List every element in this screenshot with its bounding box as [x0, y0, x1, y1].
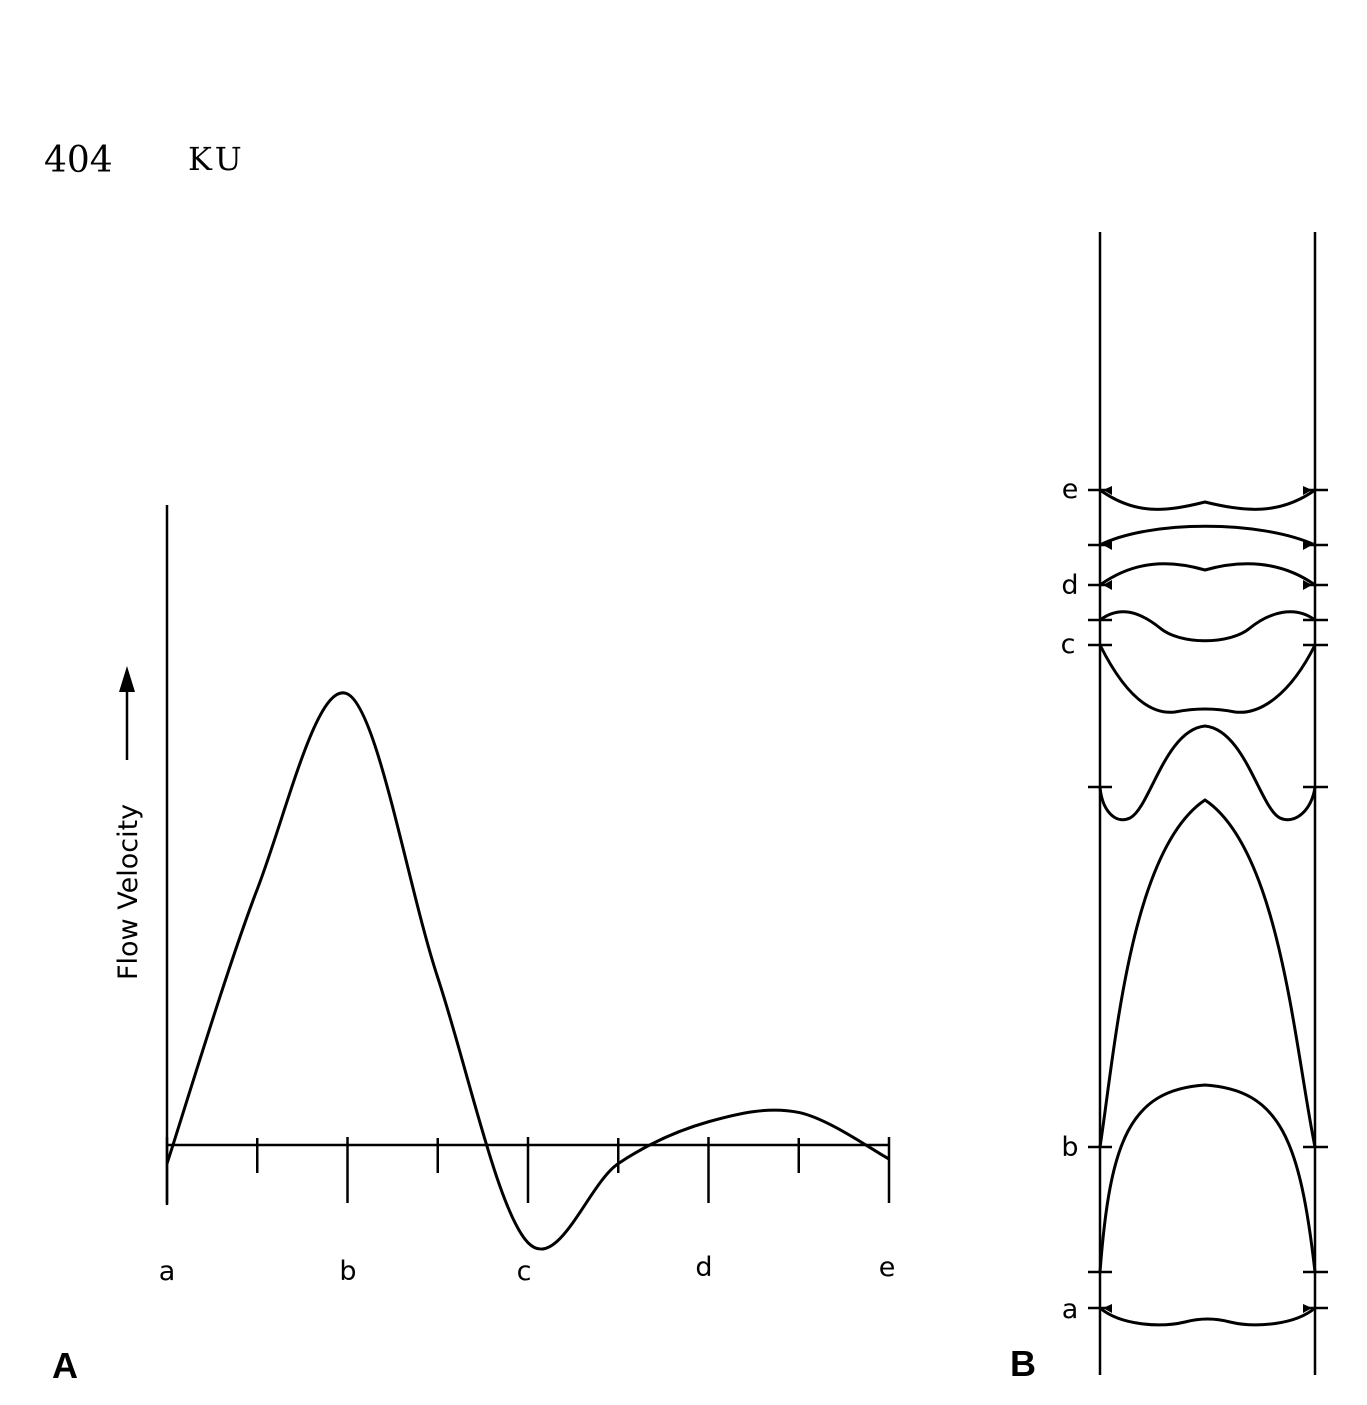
flow-velocity-curve	[165, 691, 890, 1251]
x-axis-ticks	[165, 1137, 891, 1203]
panel-b-label: B	[1010, 1343, 1036, 1384]
profile-b	[1098, 1083, 1317, 1273]
x-label-d: d	[695, 1252, 712, 1283]
panel-a: Flow Velocity a b c d e A	[52, 505, 895, 1386]
profile-e	[1099, 488, 1316, 511]
y-axis-label-group: Flow Velocity	[113, 666, 144, 980]
level-label-b: b	[1061, 1132, 1078, 1163]
up-arrow-icon	[119, 666, 135, 692]
level-label-e: e	[1062, 474, 1079, 505]
x-label-e: e	[879, 1252, 896, 1283]
panel-b-labels: e d c b a B	[1010, 474, 1079, 1384]
x-label-a: a	[159, 1256, 176, 1287]
panel-b	[1088, 232, 1328, 1375]
profile-c	[1098, 644, 1317, 714]
x-label-c: c	[517, 1256, 532, 1287]
profile-d	[1099, 562, 1316, 587]
profile-arrowheads	[1103, 486, 1312, 1313]
profile-c-b	[1098, 724, 1317, 822]
level-label-d: d	[1061, 570, 1078, 601]
profile-b-peak	[1098, 798, 1317, 1148]
page-number: 404	[44, 140, 113, 181]
profile-e-d-1	[1099, 524, 1316, 547]
y-axis-label: Flow Velocity	[113, 804, 144, 980]
profile-a	[1099, 1306, 1316, 1327]
x-label-b: b	[339, 1256, 356, 1287]
profile-d-c	[1099, 610, 1316, 643]
running-head: KU	[188, 140, 246, 178]
level-label-a: a	[1062, 1294, 1079, 1325]
level-label-c: c	[1061, 629, 1076, 660]
panel-a-label: A	[52, 1345, 78, 1386]
